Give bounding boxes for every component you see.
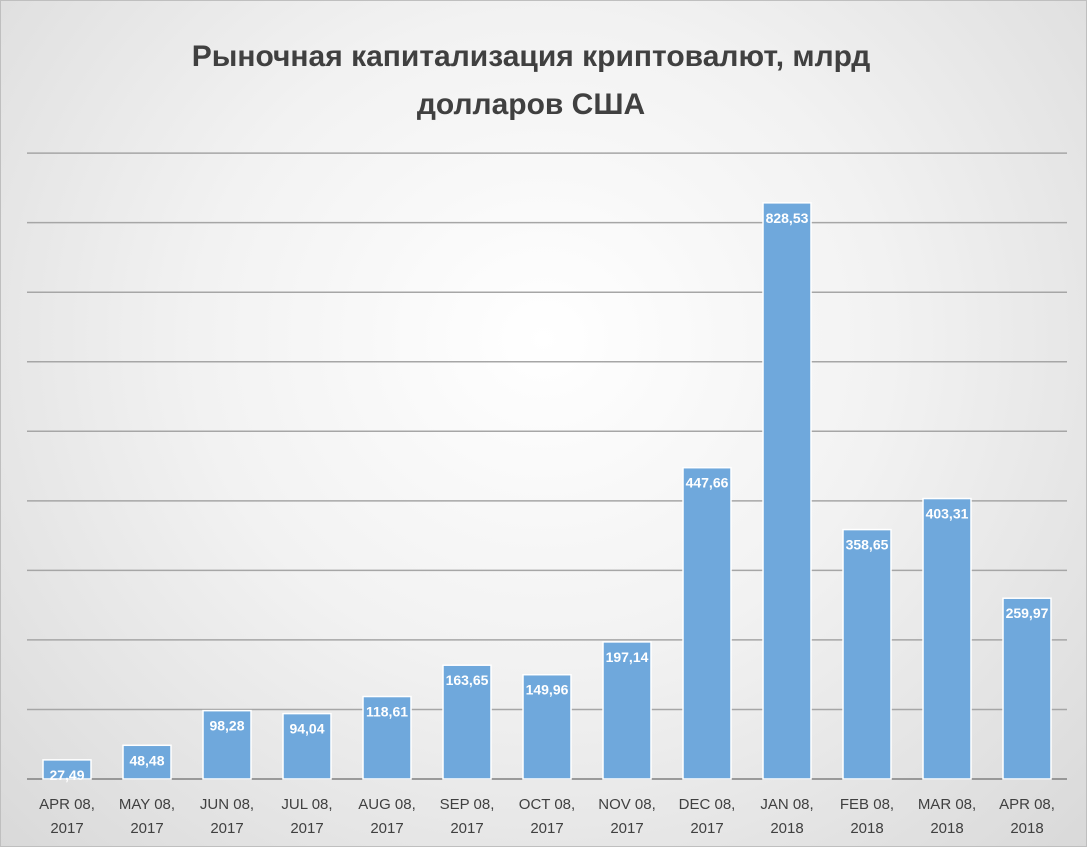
chart-title: Рыночная капитализация криптовалют, млрд… xyxy=(101,33,961,129)
data-labels: 27,49 48,48 98,28 94,04 118,61 163,65 149,96 19… xyxy=(49,210,1048,783)
x-tick-label: 2017 xyxy=(130,820,163,837)
x-tick-label: APR 08, xyxy=(39,796,95,813)
x-tick-label: JAN 08, xyxy=(760,796,813,813)
bars xyxy=(42,202,1052,780)
data-label: 163,65 xyxy=(446,672,489,688)
gridlines xyxy=(27,152,1067,780)
x-tick-label: 2017 xyxy=(610,820,643,837)
x-tick-label: DEC 08, xyxy=(679,796,736,813)
x-tick-label: 2017 xyxy=(290,820,323,837)
bar xyxy=(362,695,412,780)
data-label: 118,61 xyxy=(366,704,408,720)
data-label: 27,49 xyxy=(49,767,84,783)
x-tick-label: MAR 08, xyxy=(918,796,976,813)
bar xyxy=(842,528,892,780)
x-tick-label: FEB 08, xyxy=(840,796,894,813)
x-tick-label: OCT 08, xyxy=(519,796,575,813)
bar xyxy=(282,712,332,780)
bar xyxy=(442,664,492,780)
data-label: 259,97 xyxy=(1006,605,1049,621)
data-label: 149,96 xyxy=(526,682,569,698)
bar xyxy=(42,759,92,780)
bar xyxy=(602,641,652,780)
x-tick-label: 2017 xyxy=(370,820,403,837)
data-label: 98,28 xyxy=(209,718,244,734)
x-tick-label: 2017 xyxy=(690,820,723,837)
chart-title-line-2: долларов США xyxy=(416,88,646,121)
x-tick-label: 2018 xyxy=(770,820,803,837)
data-label: 48,48 xyxy=(129,752,164,768)
data-label: 403,31 xyxy=(926,506,969,522)
bar xyxy=(202,709,252,780)
x-tick-label: SEP 08, xyxy=(440,796,495,813)
data-label: 447,66 xyxy=(686,475,729,491)
data-label: 358,65 xyxy=(846,537,889,553)
bar xyxy=(682,466,732,780)
x-tick-label: AUG 08, xyxy=(358,796,416,813)
x-tick-label: 2017 xyxy=(450,820,483,837)
x-tick-labels: APR 08, 2017 MAY 08, 2017 JUN 08, 2017 JUL 08,… xyxy=(39,796,1055,837)
bar xyxy=(922,497,972,780)
x-tick-label: APR 08, xyxy=(999,796,1055,813)
data-label: 197,14 xyxy=(606,649,649,665)
x-tick-label: 2017 xyxy=(50,820,83,837)
x-tick-label: JUL 08, xyxy=(281,796,332,813)
bar xyxy=(1002,597,1052,780)
x-tick-label: 2017 xyxy=(210,820,243,837)
x-tick-label: 2017 xyxy=(530,820,563,837)
x-tick-label: 2018 xyxy=(850,820,883,837)
data-label: 94,04 xyxy=(289,721,324,737)
bar xyxy=(122,744,172,780)
bar xyxy=(522,673,572,780)
bar xyxy=(762,202,812,780)
x-tick-label: 2018 xyxy=(1010,820,1043,837)
x-tick-label: NOV 08, xyxy=(598,796,656,813)
x-tick-label: MAY 08, xyxy=(119,796,175,813)
x-tick-label: 2018 xyxy=(930,820,963,837)
data-label: 828,53 xyxy=(766,210,809,226)
x-tick-label: JUN 08, xyxy=(200,796,254,813)
chart-title-line-1: Рыночная капитализация криптовалют, млрд xyxy=(191,40,871,73)
